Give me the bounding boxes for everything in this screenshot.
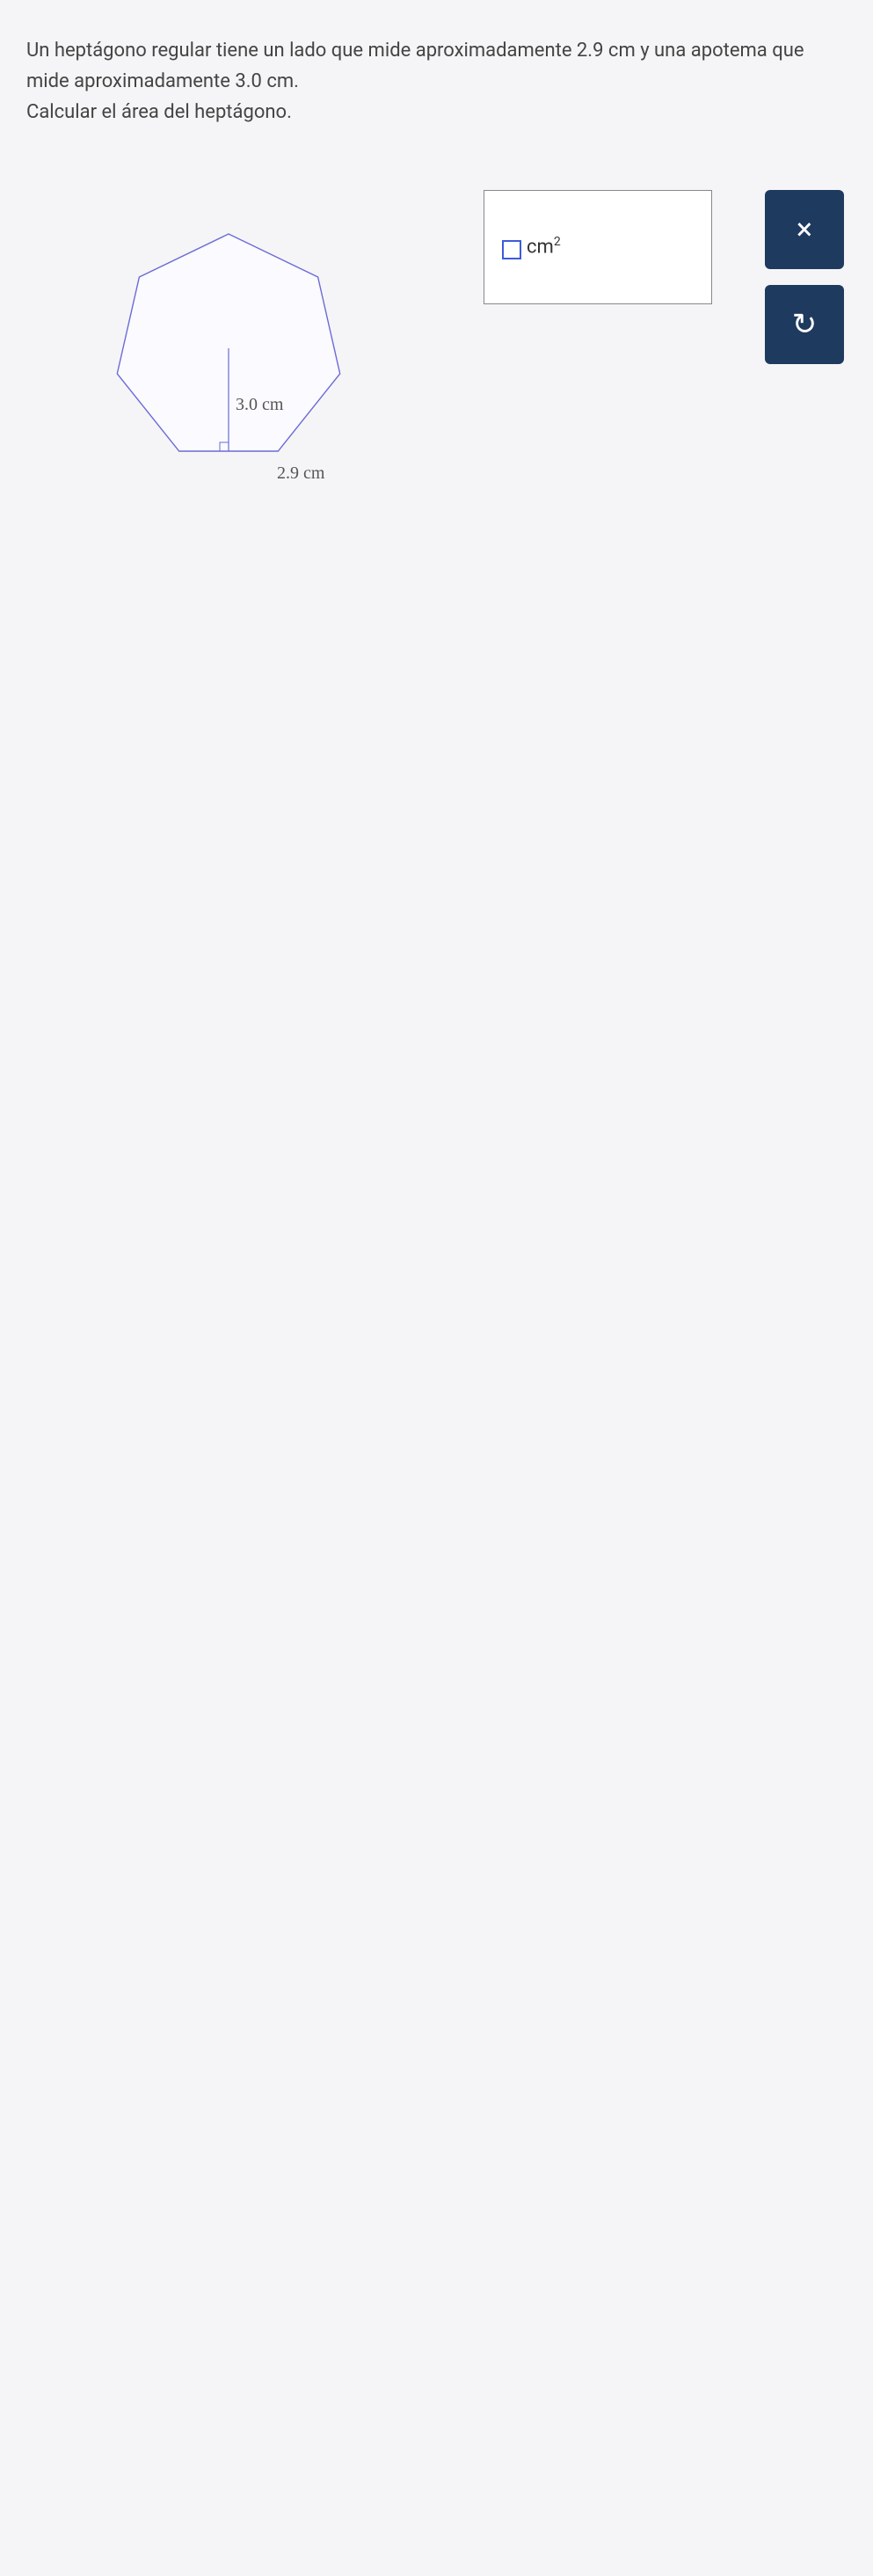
problem-line-1: Un heptágono regular tiene un lado que m… bbox=[26, 35, 847, 97]
unit-text: cm bbox=[527, 236, 554, 258]
reset-button[interactable]: ↻ bbox=[765, 285, 844, 364]
close-icon: × bbox=[797, 212, 812, 247]
side-label: 2.9 cm bbox=[277, 463, 325, 483]
close-button[interactable]: × bbox=[765, 190, 844, 269]
problem-line-2: Calcular el área del heptágono. bbox=[26, 97, 847, 128]
unit-exponent: 2 bbox=[554, 235, 561, 249]
apothem-label: 3.0 cm bbox=[236, 395, 284, 414]
answer-unit: cm2 bbox=[527, 235, 561, 258]
answer-input[interactable] bbox=[502, 240, 521, 259]
reset-icon: ↻ bbox=[792, 307, 818, 342]
heptagon-figure: 3.0 cm 2.9 cm bbox=[79, 199, 396, 536]
answer-box: cm2 bbox=[484, 190, 712, 304]
